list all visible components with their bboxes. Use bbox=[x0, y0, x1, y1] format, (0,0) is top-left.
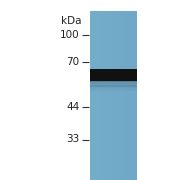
Bar bbox=[118, 11, 119, 180]
Bar bbox=[102, 11, 103, 180]
Text: kDa: kDa bbox=[60, 16, 81, 26]
Bar bbox=[132, 11, 133, 180]
Bar bbox=[121, 11, 122, 180]
Bar bbox=[97, 11, 98, 180]
Bar bbox=[112, 11, 113, 180]
Bar bbox=[99, 11, 100, 180]
Bar bbox=[123, 11, 124, 180]
Bar bbox=[129, 11, 130, 180]
Bar bbox=[93, 11, 94, 180]
Bar bbox=[90, 81, 137, 83]
Text: 33: 33 bbox=[66, 134, 79, 145]
Bar bbox=[96, 11, 97, 180]
Bar bbox=[101, 11, 102, 180]
Bar bbox=[104, 11, 105, 180]
Bar bbox=[90, 84, 137, 86]
Bar bbox=[106, 11, 107, 180]
Bar bbox=[90, 88, 137, 89]
Bar bbox=[91, 11, 92, 180]
Bar bbox=[90, 80, 137, 82]
Bar bbox=[100, 11, 101, 180]
Bar bbox=[110, 11, 111, 180]
Text: 44: 44 bbox=[66, 102, 79, 112]
Bar bbox=[90, 82, 137, 84]
Bar bbox=[133, 11, 134, 180]
Bar bbox=[90, 85, 137, 87]
Bar bbox=[127, 11, 128, 180]
Bar bbox=[125, 11, 126, 180]
Bar bbox=[90, 89, 137, 91]
Bar bbox=[131, 11, 132, 180]
Bar bbox=[107, 11, 108, 180]
Bar bbox=[95, 11, 96, 180]
Bar bbox=[135, 11, 136, 180]
Bar bbox=[98, 11, 99, 180]
Bar bbox=[116, 11, 117, 180]
Bar bbox=[103, 11, 104, 180]
Bar bbox=[124, 11, 125, 180]
Bar bbox=[115, 11, 116, 180]
Text: 70: 70 bbox=[66, 57, 79, 67]
Bar bbox=[114, 11, 115, 180]
Bar bbox=[130, 11, 131, 180]
Bar bbox=[117, 11, 118, 180]
Bar bbox=[109, 11, 110, 180]
Bar bbox=[120, 11, 121, 180]
Text: 100: 100 bbox=[60, 30, 79, 40]
Bar bbox=[108, 11, 109, 180]
Bar bbox=[134, 11, 135, 180]
Bar bbox=[90, 11, 91, 180]
Bar bbox=[122, 11, 123, 180]
Bar bbox=[90, 69, 137, 81]
Bar bbox=[126, 11, 127, 180]
Bar bbox=[111, 11, 112, 180]
Bar bbox=[92, 11, 93, 180]
Bar bbox=[113, 11, 114, 180]
Bar bbox=[136, 11, 137, 180]
Bar bbox=[119, 11, 120, 180]
Bar bbox=[90, 86, 137, 88]
Bar bbox=[94, 11, 95, 180]
Bar bbox=[128, 11, 129, 180]
Bar bbox=[105, 11, 106, 180]
